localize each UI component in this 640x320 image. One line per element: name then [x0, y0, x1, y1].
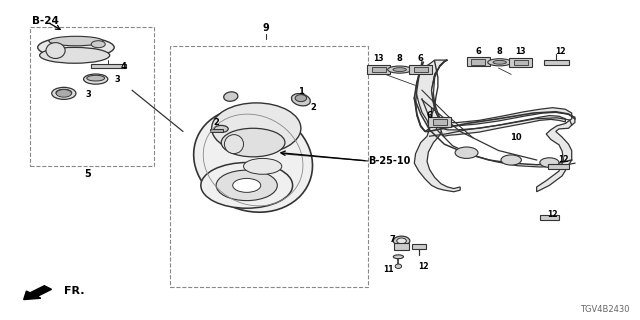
- Ellipse shape: [52, 87, 76, 100]
- Text: 6: 6: [427, 111, 433, 120]
- Text: 12: 12: [558, 155, 569, 164]
- Text: 8: 8: [397, 54, 403, 63]
- Text: B-25-10: B-25-10: [369, 156, 411, 166]
- Circle shape: [455, 147, 478, 158]
- Circle shape: [501, 155, 522, 165]
- Text: 7: 7: [390, 236, 396, 244]
- Bar: [433, 119, 447, 125]
- Text: FR.: FR.: [64, 286, 84, 296]
- Circle shape: [233, 178, 260, 192]
- Text: 2: 2: [310, 103, 317, 112]
- Text: 4: 4: [121, 62, 127, 71]
- Text: 13: 13: [373, 54, 384, 63]
- Text: 6: 6: [475, 47, 481, 56]
- Ellipse shape: [212, 103, 301, 154]
- Ellipse shape: [56, 89, 72, 96]
- Text: 5: 5: [84, 169, 91, 179]
- Text: 12: 12: [547, 210, 558, 219]
- Bar: [467, 57, 490, 66]
- Ellipse shape: [488, 59, 511, 66]
- Ellipse shape: [38, 37, 114, 58]
- Bar: [548, 164, 568, 169]
- Ellipse shape: [214, 125, 228, 132]
- Bar: [409, 65, 432, 74]
- FancyArrow shape: [24, 286, 51, 300]
- Ellipse shape: [397, 238, 406, 244]
- Text: B-24: B-24: [32, 16, 59, 26]
- Text: 10: 10: [511, 133, 522, 142]
- Bar: [210, 129, 223, 132]
- Circle shape: [201, 163, 292, 208]
- Polygon shape: [414, 60, 460, 192]
- Ellipse shape: [194, 108, 312, 212]
- Circle shape: [540, 158, 559, 167]
- Text: 8: 8: [497, 47, 502, 56]
- Text: 1: 1: [298, 87, 304, 96]
- Bar: [509, 58, 532, 67]
- Ellipse shape: [395, 264, 401, 268]
- Text: 13: 13: [515, 47, 526, 56]
- Bar: [170, 46, 368, 287]
- Ellipse shape: [388, 66, 412, 73]
- Text: 3: 3: [86, 90, 92, 99]
- Ellipse shape: [394, 236, 410, 246]
- Ellipse shape: [40, 47, 109, 63]
- Ellipse shape: [224, 92, 238, 101]
- Ellipse shape: [394, 255, 403, 259]
- Bar: [540, 215, 559, 220]
- Ellipse shape: [49, 36, 103, 46]
- Ellipse shape: [244, 158, 282, 174]
- Circle shape: [216, 170, 277, 201]
- Bar: [30, 27, 154, 166]
- Ellipse shape: [46, 43, 65, 59]
- Text: 12: 12: [419, 262, 429, 271]
- Bar: [372, 67, 385, 72]
- Bar: [367, 65, 390, 74]
- Bar: [91, 64, 125, 68]
- Ellipse shape: [92, 41, 105, 48]
- Ellipse shape: [221, 128, 285, 157]
- Ellipse shape: [295, 95, 307, 102]
- Ellipse shape: [493, 60, 506, 64]
- Text: 9: 9: [262, 23, 269, 33]
- Text: TGV4B2430: TGV4B2430: [580, 305, 629, 314]
- Ellipse shape: [87, 75, 104, 81]
- Bar: [514, 60, 527, 66]
- Bar: [471, 59, 485, 65]
- Bar: [412, 244, 426, 250]
- Polygon shape: [431, 60, 575, 192]
- Bar: [544, 60, 568, 65]
- Ellipse shape: [84, 74, 108, 84]
- Text: 6: 6: [418, 54, 424, 63]
- Circle shape: [56, 90, 72, 97]
- Bar: [394, 244, 409, 251]
- Text: 12: 12: [556, 47, 566, 56]
- Text: 2: 2: [214, 118, 220, 127]
- Ellipse shape: [225, 135, 244, 154]
- Bar: [428, 117, 451, 126]
- Text: 11: 11: [383, 265, 394, 274]
- Bar: [414, 67, 428, 72]
- Text: 3: 3: [115, 75, 120, 84]
- Ellipse shape: [291, 93, 310, 106]
- Ellipse shape: [393, 68, 406, 71]
